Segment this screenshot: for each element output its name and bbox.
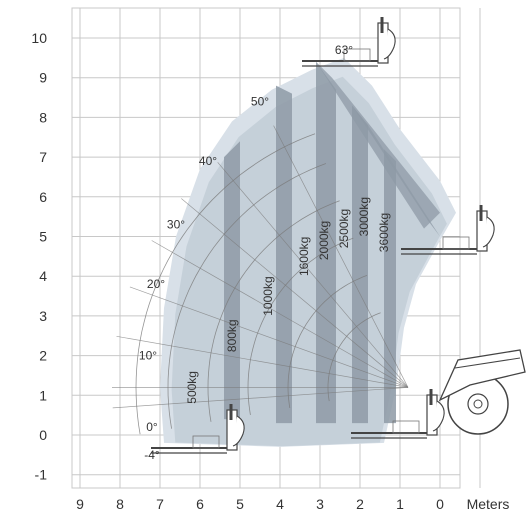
y-tick-label: 6 [39,189,47,205]
y-tick-label: 3 [39,308,47,324]
y-tick-label: 9 [39,70,47,86]
y-tick-label: 0 [39,427,47,443]
angle-label: -4° [144,448,160,462]
x-tick-label: 5 [236,496,244,512]
x-tick-label: 6 [196,496,204,512]
x-tick-label: 0 [436,496,444,512]
load-label: 3600kg [377,213,391,252]
angle-label: 40° [199,154,217,168]
y-tick-label: 4 [39,268,47,284]
y-tick-label: 2 [39,348,47,364]
y-tick-label: 1 [39,387,47,403]
x-tick-label: 2 [356,496,364,512]
fork-upper-right-load-box [443,237,469,249]
y-tick-label: 5 [39,229,47,245]
load-label: 2500kg [337,209,351,248]
load-band [224,141,240,419]
load-band [276,86,292,424]
x-tick-label: 3 [316,496,324,512]
y-tick-label: 7 [39,149,47,165]
load-label: 800kg [225,319,239,352]
y-tick-label: 10 [31,30,47,46]
fork-ground-load-box [393,421,419,433]
x-tick-label: 7 [156,496,164,512]
angle-label: 30° [167,218,185,232]
angle-label: 0° [146,420,158,434]
load-label: 1000kg [261,276,275,315]
x-unit-label: Meters [467,496,510,512]
x-tick-label: 9 [76,496,84,512]
angle-label: 50° [251,94,269,108]
y-tick-label: 8 [39,109,47,125]
x-tick-label: 1 [396,496,404,512]
y-tick-label: -1 [35,467,48,483]
load-label: 1600kg [297,237,311,276]
angle-label: 20° [147,277,165,291]
angle-label: 10° [139,349,157,363]
load-label: 500kg [185,371,199,404]
load-band [384,149,396,423]
load-label: 2000kg [317,221,331,260]
load-band [352,106,368,424]
x-tick-label: 8 [116,496,124,512]
angle-label: 63° [335,43,353,57]
x-tick-label: 4 [276,496,284,512]
load-label: 3000kg [357,197,371,236]
